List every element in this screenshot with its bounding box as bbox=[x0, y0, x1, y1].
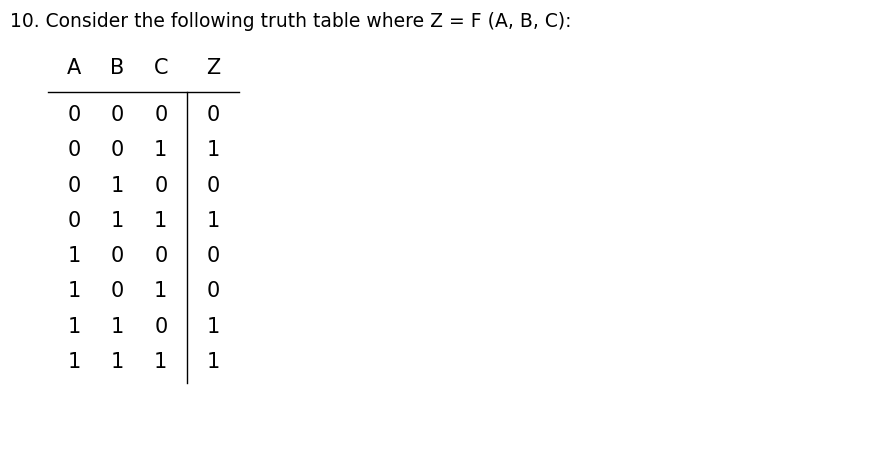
Text: 0: 0 bbox=[110, 282, 124, 301]
Text: 0: 0 bbox=[154, 105, 168, 125]
Text: 1: 1 bbox=[154, 211, 168, 231]
Text: 1: 1 bbox=[206, 211, 220, 231]
Text: 0: 0 bbox=[206, 176, 220, 196]
Text: 0: 0 bbox=[154, 246, 168, 266]
Text: 0: 0 bbox=[206, 246, 220, 266]
Text: 1: 1 bbox=[206, 352, 220, 372]
Text: 1: 1 bbox=[110, 317, 124, 337]
Text: 1: 1 bbox=[110, 176, 124, 196]
Text: 0: 0 bbox=[110, 246, 124, 266]
Text: B: B bbox=[110, 58, 124, 78]
Text: 0: 0 bbox=[67, 141, 81, 160]
Text: 1: 1 bbox=[206, 141, 220, 160]
Text: 0: 0 bbox=[110, 105, 124, 125]
Text: 1: 1 bbox=[67, 317, 81, 337]
Text: 0: 0 bbox=[154, 176, 168, 196]
Text: 1: 1 bbox=[154, 282, 168, 301]
Text: 0: 0 bbox=[67, 176, 81, 196]
Text: 1: 1 bbox=[154, 352, 168, 372]
Text: 1: 1 bbox=[110, 352, 124, 372]
Text: 0: 0 bbox=[110, 141, 124, 160]
Text: 1: 1 bbox=[110, 211, 124, 231]
Text: Z: Z bbox=[206, 58, 220, 78]
Text: 1: 1 bbox=[67, 246, 81, 266]
Text: 0: 0 bbox=[206, 105, 220, 125]
Text: 0: 0 bbox=[206, 282, 220, 301]
Text: 1: 1 bbox=[154, 141, 168, 160]
Text: 1: 1 bbox=[67, 282, 81, 301]
Text: 0: 0 bbox=[154, 317, 168, 337]
Text: C: C bbox=[154, 58, 168, 78]
Text: 0: 0 bbox=[67, 211, 81, 231]
Text: 10. Consider the following truth table where Z = F (A, B, C):: 10. Consider the following truth table w… bbox=[10, 12, 572, 31]
Text: 1: 1 bbox=[67, 352, 81, 372]
Text: A: A bbox=[67, 58, 81, 78]
Text: 1: 1 bbox=[206, 317, 220, 337]
Text: 0: 0 bbox=[67, 105, 81, 125]
